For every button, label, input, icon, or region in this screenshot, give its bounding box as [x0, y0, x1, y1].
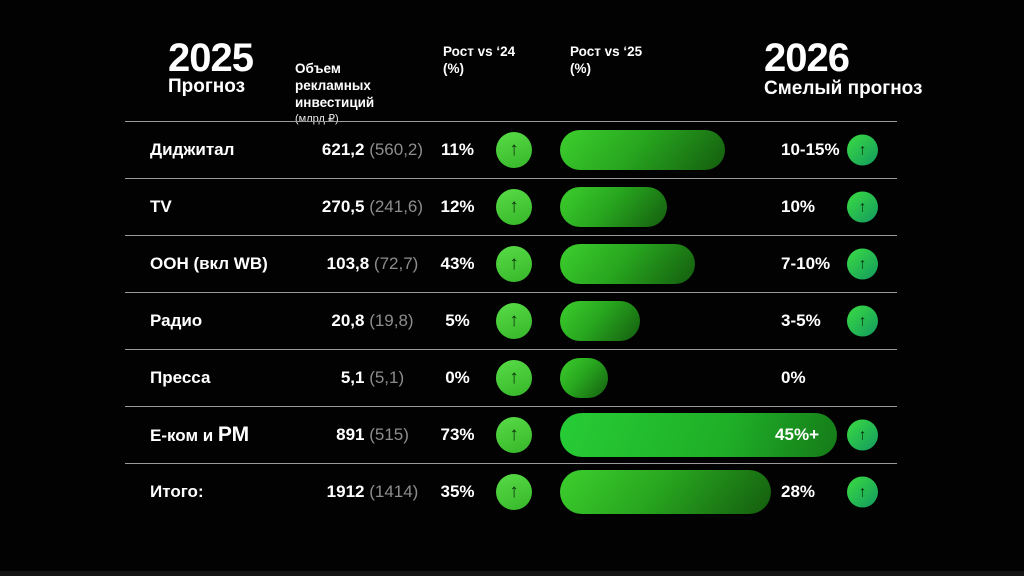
up-arrow-icon: ↑ [496, 417, 532, 453]
row-category-label: Диджитал [150, 140, 235, 159]
column-header-growth-vs-24: Рост vs ‘24 (%) [443, 44, 516, 76]
column-header-growth-vs-25: Рост vs ‘25 (%) [570, 44, 643, 76]
up-arrow-icon: ↑ [847, 134, 878, 166]
row-volume-value: 891 (515) [305, 425, 440, 445]
volume-2025-value: 1912 [326, 482, 370, 501]
up-arrow-icon: ↑ [847, 419, 878, 451]
row-volume-value: 270,5 (241,6) [305, 197, 440, 217]
row-category-label: OOH (вкл WB) [150, 254, 268, 273]
column-header-volume: Объем рекламных инвестиций (млрд ₽) [295, 44, 381, 143]
growth-bar [560, 130, 725, 170]
volume-2024-value: (19,8) [369, 311, 414, 330]
volume-2025-value: 103,8 [326, 254, 374, 273]
row-category-label-emphasis: РМ [217, 423, 250, 446]
table-row: Итого: 1912 (1414) 35% ↑ 28% ↑ [125, 463, 897, 520]
up-arrow-icon: ↑ [496, 360, 532, 396]
up-arrow-icon: ↑ [847, 305, 878, 337]
volume-2024-value: (1414) [369, 482, 419, 501]
growth-bar [560, 187, 667, 227]
row-category-label: Итого: [150, 482, 204, 501]
volume-2024-value: (241,6) [369, 197, 424, 216]
year-2025-title: 2025 [168, 36, 254, 80]
row-volume-value: 20,8 (19,8) [305, 311, 440, 331]
volume-2024-value: (72,7) [373, 254, 419, 273]
forecast-table: Диджитал 621,2 (560,2) 11% ↑ 10-15% ↑ TV 270,5 … [125, 121, 897, 520]
table-row: OOH (вкл WB) 103,8 (72,7) 43% ↑ 7-10% ↑ [125, 235, 897, 292]
bottom-edge-strip [0, 571, 1024, 576]
volume-2025-value: 621,2 [321, 140, 370, 159]
up-arrow-icon: ↑ [496, 246, 532, 282]
growth-bar: 45%+ [560, 413, 837, 457]
growth-2026-value: 10-15% [781, 140, 840, 159]
growth-bar [560, 358, 608, 398]
row-volume-value: 103,8 (72,7) [305, 254, 440, 274]
up-arrow-icon: ↑ [496, 189, 532, 225]
growth-2026-value: 3-5% [781, 311, 821, 330]
growth-2026-value: 0% [781, 368, 806, 387]
table-row: Пресса 5,1 (5,1) 0% ↑ 0% [125, 349, 897, 406]
growth-bar-label: 45%+ [775, 425, 819, 444]
growth-bar [560, 301, 640, 341]
growth-bar [560, 244, 695, 284]
table-row: TV 270,5 (241,6) 12% ↑ 10% ↑ [125, 178, 897, 235]
growth-2026-value: 10% [781, 197, 816, 216]
growth-2026-value: 28% [781, 482, 816, 501]
volume-2024-value: (515) [369, 425, 409, 444]
table-row: Радио 20,8 (19,8) 5% ↑ 3-5% ↑ [125, 292, 897, 349]
growth-vs-24-value: 43% [440, 254, 475, 273]
volume-2025-value: 5,1 [340, 368, 370, 387]
growth-vs-24-value: 11% [440, 140, 475, 159]
row-category-label: Е-ком и РМ [150, 423, 250, 446]
row-category-label: Пресса [150, 368, 211, 387]
row-volume-value: 621,2 (560,2) [305, 140, 440, 160]
year-2025-subtitle: Прогноз [168, 76, 246, 97]
row-category-label: TV [150, 197, 172, 216]
volume-2024-value: (560,2) [369, 140, 424, 159]
volume-2024-value: (5,1) [369, 368, 405, 387]
up-arrow-icon: ↑ [496, 303, 532, 339]
column-header-volume-text: Объем рекламных инвестиций [295, 60, 375, 110]
volume-2025-value: 270,5 [321, 197, 370, 216]
growth-bar [560, 470, 771, 514]
table-row: Е-ком и РМ 891 (515) 73% ↑ 45%+ ↑ [125, 406, 897, 463]
volume-2025-value: 20,8 [331, 311, 370, 330]
year-2026-title: 2026 [764, 36, 850, 80]
up-arrow-icon: ↑ [847, 476, 878, 508]
growth-vs-24-value: 5% [445, 311, 470, 330]
up-arrow-icon: ↑ [847, 248, 878, 280]
up-arrow-icon: ↑ [847, 191, 878, 223]
row-volume-value: 5,1 (5,1) [305, 368, 440, 388]
volume-2025-value: 891 [336, 425, 370, 444]
growth-vs-24-value: 73% [440, 425, 475, 444]
up-arrow-icon: ↑ [496, 132, 532, 168]
growth-vs-24-value: 12% [440, 197, 475, 216]
year-2026-subtitle: Смелый прогноз [764, 78, 923, 99]
table-row: Диджитал 621,2 (560,2) 11% ↑ 10-15% ↑ [125, 121, 897, 178]
growth-vs-24-value: 35% [440, 482, 475, 501]
growth-vs-24-value: 0% [445, 368, 470, 387]
up-arrow-icon: ↑ [496, 474, 532, 510]
growth-2026-value: 7-10% [781, 254, 831, 273]
row-category-label: Радио [150, 311, 203, 330]
row-volume-value: 1912 (1414) [305, 482, 440, 502]
